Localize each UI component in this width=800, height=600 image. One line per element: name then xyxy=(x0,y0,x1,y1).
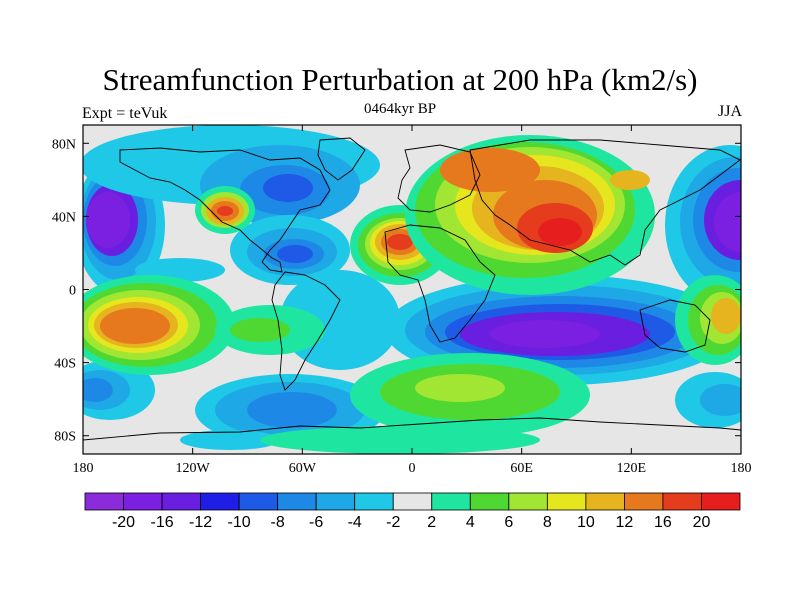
asia-outline xyxy=(469,139,741,266)
field-indian-ocean xyxy=(385,275,735,385)
axes: 80N 40N 0 40S 80S 180 120W 60W 0 60E 120E 180 xyxy=(52,125,752,476)
colorbar-label: -16 xyxy=(150,514,173,531)
lat-tick-label: 80N xyxy=(52,137,76,152)
lon-tick-label: 0 xyxy=(409,461,416,476)
colorbar-swatch xyxy=(354,492,394,511)
field-antarctic-green xyxy=(260,426,540,454)
colorbar-swatch xyxy=(508,492,548,511)
colorbar-label: 16 xyxy=(654,514,672,531)
plot-title: Streamfunction Perturbation at 200 hPa (… xyxy=(102,62,698,97)
africa-outline xyxy=(384,224,496,343)
season-label: JJA xyxy=(717,103,742,120)
field-australia-east-high xyxy=(675,275,741,365)
colorbar-swatch xyxy=(392,492,433,511)
lon-tick-label: 60E xyxy=(510,461,533,476)
lat-tick-label: 80S xyxy=(54,430,76,445)
colorbar-swatch xyxy=(200,492,240,511)
colorbar-swatch xyxy=(546,492,587,511)
colorbar-swatch xyxy=(624,492,664,511)
colorbar-swatch xyxy=(701,492,741,511)
time-label: 0464kyr BP xyxy=(363,101,437,117)
colorbar-label: -20 xyxy=(112,514,135,531)
lat-tick-label: 40N xyxy=(52,210,76,225)
colorbar-swatch xyxy=(277,492,317,511)
colorbar-label: 10 xyxy=(577,514,595,531)
lon-tick-label: 120E xyxy=(617,461,647,476)
colorbar-label: 2 xyxy=(427,514,436,531)
map-plot-area xyxy=(83,125,741,454)
lon-tick-label: 180 xyxy=(73,461,94,476)
colorbar-label: 6 xyxy=(504,514,513,531)
colorbar-swatch xyxy=(123,492,163,511)
colorbar-label: -4 xyxy=(348,514,362,531)
colorbar-swatch xyxy=(469,492,510,511)
field-south-atlantic-green xyxy=(215,305,325,355)
south-america-outline xyxy=(271,271,341,391)
antarctica-outline xyxy=(83,417,741,441)
field-southern-ocean-high xyxy=(350,353,590,437)
colorbar-swatch xyxy=(662,492,702,511)
colorbar-swatch xyxy=(238,492,279,511)
colorbar-swatch xyxy=(84,492,124,511)
field-south-pacific-high xyxy=(83,275,235,375)
field-eurasia-high xyxy=(405,135,655,295)
colorbar-label: -8 xyxy=(271,514,285,531)
lon-tick-label: 180 xyxy=(731,461,752,476)
field-sw-pacific-south xyxy=(83,360,741,428)
experiment-label: Expt = teVuk xyxy=(82,105,168,122)
colorbar-swatch xyxy=(431,492,471,511)
greenland-outline xyxy=(317,137,366,181)
colorbar-label: -10 xyxy=(228,514,251,531)
colorbar-label: -6 xyxy=(309,514,323,531)
colorbar-swatch xyxy=(585,492,625,511)
colorbar-label: -2 xyxy=(386,514,400,531)
colorbar-swatch xyxy=(161,492,201,511)
colorbar-label: -12 xyxy=(189,514,212,531)
colorbar-label: 12 xyxy=(616,514,634,531)
coastlines xyxy=(83,137,741,441)
colorbar-swatch xyxy=(315,492,356,511)
lon-tick-label: 60W xyxy=(289,461,317,476)
colorbar-label: 8 xyxy=(543,514,552,531)
field-north-america-high xyxy=(195,186,255,234)
lat-tick-label: 40S xyxy=(54,357,76,372)
field-west-pacific xyxy=(665,145,741,305)
colorbar-label: 20 xyxy=(693,514,711,531)
colorbar: -20 -16 -12 -10 -8 -6 -4 -2 2 4 6 8 10 12 16 20 xyxy=(84,492,741,531)
lon-tick-label: 120W xyxy=(176,461,211,476)
australia-outline xyxy=(639,299,711,353)
europe-outline xyxy=(397,144,481,213)
contour-fields xyxy=(83,125,741,454)
colorbar-label: 4 xyxy=(466,514,475,531)
lat-tick-label: 0 xyxy=(69,284,76,299)
north-america-outline xyxy=(119,147,331,273)
